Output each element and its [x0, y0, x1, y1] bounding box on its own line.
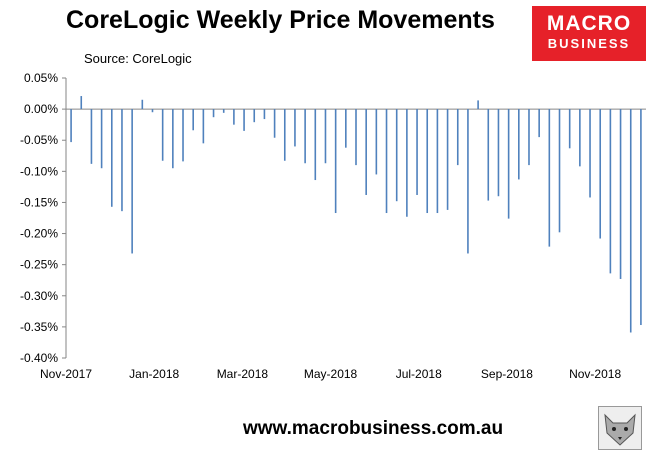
bar [558, 109, 561, 233]
bar [121, 109, 123, 212]
bar-chart: 0.05% 0.00% -0.05% -0.10% -0.15% -0.20% -0.25%… [20, 71, 646, 381]
bar [334, 109, 337, 214]
bar [345, 109, 347, 148]
macrobusiness-logo: MACRO BUSINESS [532, 6, 646, 61]
bar [365, 109, 367, 195]
bar [202, 109, 205, 144]
bar [233, 109, 235, 125]
chart-subtitle: Source: CoreLogic [84, 51, 192, 66]
bar [161, 109, 164, 161]
bar [467, 109, 469, 254]
bar [253, 109, 256, 123]
bar [497, 109, 500, 197]
bar [212, 109, 215, 118]
bar [375, 109, 378, 175]
x-tick-label: Nov-2018 [569, 367, 621, 381]
bar [487, 109, 490, 201]
chart-title: CoreLogic Weekly Price Movements [66, 6, 495, 34]
bar [640, 109, 642, 326]
bar [589, 109, 591, 198]
bar [579, 109, 581, 167]
bar [446, 109, 449, 210]
y-tick-label: -0.25% [20, 258, 58, 272]
bar [416, 109, 418, 195]
bar [110, 109, 113, 207]
website-url: www.macrobusiness.com.au [243, 418, 504, 439]
bar [355, 109, 357, 166]
x-tick-label: Nov-2017 [40, 367, 92, 381]
x-axis: Nov-2017 Jan-2018 Mar-2018 May-2018 Jul-2018… [40, 108, 646, 381]
bar [151, 109, 154, 113]
bar [406, 109, 408, 217]
bar [222, 109, 225, 113]
y-tick-label: -0.40% [20, 351, 58, 365]
y-tick-label: -0.35% [20, 320, 58, 334]
bar [599, 109, 602, 239]
y-tick-label: 0.00% [24, 102, 58, 116]
bar [283, 109, 286, 161]
y-axis: 0.05% 0.00% -0.05% -0.10% -0.15% -0.20% -0.25%… [20, 71, 67, 365]
x-tick-label: Mar-2018 [217, 367, 269, 381]
bar [426, 109, 429, 214]
logo-line-1: MACRO [546, 12, 632, 35]
x-tick-label: Jan-2018 [129, 367, 179, 381]
bar [518, 109, 520, 180]
bar [629, 109, 632, 333]
bar [568, 109, 571, 149]
bar [304, 109, 306, 164]
bar [192, 109, 194, 131]
y-tick-label: -0.05% [20, 133, 58, 147]
bar [243, 109, 245, 131]
bar [395, 109, 398, 202]
bar [548, 109, 551, 247]
bar [477, 100, 479, 110]
y-tick-label: 0.05% [24, 71, 58, 85]
bar [80, 96, 83, 110]
bar [90, 109, 93, 164]
bar [172, 109, 174, 169]
bar [263, 109, 266, 120]
fox-icon [598, 406, 642, 450]
bar [385, 109, 388, 214]
x-tick-label: May-2018 [304, 367, 358, 381]
logo-line-2: BUSINESS [547, 36, 631, 51]
y-tick-label: -0.10% [20, 164, 58, 178]
bar [100, 109, 103, 169]
bar [70, 109, 72, 143]
bar [436, 109, 439, 214]
bar [538, 109, 540, 138]
bar [528, 109, 530, 166]
y-tick-label: -0.20% [20, 227, 58, 241]
bar [507, 109, 510, 219]
bar [619, 109, 622, 279]
x-tick-label: Jul-2018 [396, 367, 442, 381]
x-tick-label: Sep-2018 [481, 367, 533, 381]
y-tick-label: -0.15% [20, 195, 58, 209]
bar [294, 109, 296, 147]
bar [273, 109, 276, 138]
bar [456, 109, 459, 166]
bars [70, 96, 642, 333]
bar [609, 109, 612, 274]
bar [324, 109, 327, 164]
bar [314, 109, 317, 181]
bar [182, 109, 184, 162]
bar [131, 109, 133, 254]
y-tick-label: -0.30% [20, 289, 58, 303]
bar [141, 99, 144, 110]
